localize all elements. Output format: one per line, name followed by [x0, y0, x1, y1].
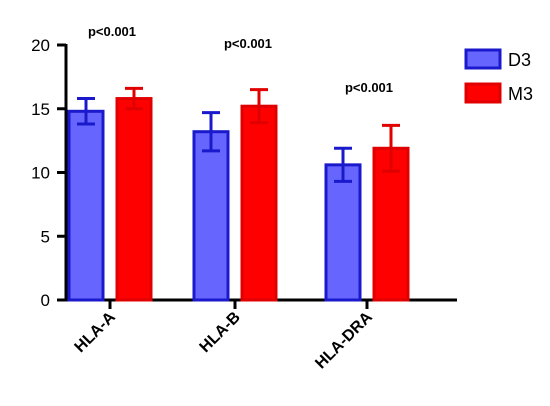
bar-d3-hla-a	[67, 109, 105, 302]
p-value-annotation: p<0.001	[224, 36, 272, 51]
y-tick-label: 10	[31, 164, 50, 183]
y-tick-label: 0	[41, 291, 50, 310]
y-tick-label: 15	[31, 100, 50, 119]
legend-swatch-d3	[464, 48, 502, 70]
y-tick-label: 20	[31, 36, 50, 55]
y-axis-ticks: 0 5 10 15 20	[31, 36, 66, 310]
p-value-annotation: p<0.001	[88, 24, 136, 39]
bar-m3-hla-a	[115, 97, 153, 302]
p-value-annotation: p<0.001	[345, 80, 393, 95]
bar-d3-hla-b	[192, 130, 230, 302]
bar-m3-hla-b	[240, 104, 278, 302]
legend-label-m3: M3	[508, 84, 533, 104]
error-bars	[77, 86, 400, 183]
x-tick-label: HLA-DRA	[312, 308, 376, 372]
x-axis-labels: HLA-A HLA-B HLA-DRA	[72, 300, 376, 372]
bar-m3-hla-dra	[372, 146, 410, 302]
bars	[67, 97, 410, 302]
legend-label-d3: D3	[508, 50, 531, 70]
bar-d3-hla-dra	[324, 163, 362, 302]
x-tick-label: HLA-B	[197, 309, 244, 356]
legend-swatch-m3	[464, 82, 502, 104]
annotations: p<0.001 p<0.001 p<0.001	[88, 24, 393, 95]
legend: D3 M3	[464, 48, 533, 104]
y-tick-label: 5	[41, 227, 50, 246]
x-tick-label: HLA-A	[72, 308, 120, 356]
